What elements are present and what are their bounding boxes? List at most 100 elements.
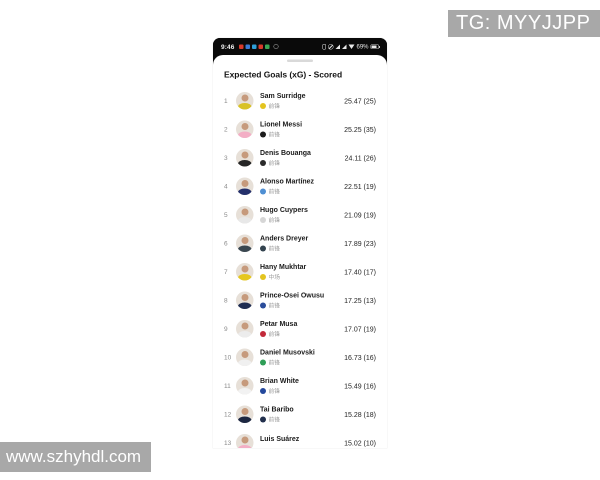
team-badge-icon	[260, 330, 266, 337]
player-name: Sam Surridge	[260, 91, 306, 100]
player-position: 中场	[268, 274, 281, 281]
player-row[interactable]: 9 Petar Musa 前锋 17.07 (19)	[224, 315, 376, 344]
avatar-jersey	[237, 416, 252, 423]
player-row[interactable]: 4 Alonso Martínez 前锋 22.51 (19)	[224, 172, 376, 201]
player-position: 前锋	[268, 188, 281, 195]
player-info: Luis Suárez	[260, 435, 299, 448]
avatar-jersey	[237, 445, 252, 448]
player-position: 前锋	[268, 217, 281, 224]
sheet-title: Expected Goals (xG) - Scored	[224, 70, 343, 80]
player-subline: 前锋	[260, 387, 299, 395]
player-position: 前锋	[268, 359, 281, 366]
player-info: Denis Bouanga 前锋	[260, 149, 311, 167]
player-row[interactable]: 13 Luis Suárez 15.02 (10)	[224, 429, 376, 448]
player-name: Alonso Martínez	[260, 177, 315, 186]
app-icon	[264, 44, 270, 49]
alarm-icon	[273, 44, 279, 49]
xg-value: 25.47 (25)	[344, 96, 376, 105]
player-avatar	[236, 120, 254, 138]
player-info: Prince-Osei Owusu 前锋	[260, 291, 324, 309]
player-row[interactable]: 12 Tai Baribo 前锋 15.28 (18)	[224, 400, 376, 429]
mute-icon	[327, 43, 334, 50]
xg-value: 16.73 (16)	[344, 353, 376, 362]
avatar-jersey	[237, 131, 252, 138]
player-name: Denis Bouanga	[260, 148, 311, 157]
battery-icon	[370, 44, 380, 49]
rank-number: 13	[224, 439, 232, 447]
app-icon	[245, 44, 250, 49]
avatar-head	[241, 236, 249, 244]
avatar-jersey	[237, 217, 252, 224]
rank-number: 3	[224, 154, 228, 162]
player-info: Lionel Messi 前锋	[260, 120, 302, 138]
wifi-icon	[348, 44, 355, 49]
team-badge-icon	[260, 387, 266, 394]
avatar-jersey	[237, 302, 252, 309]
status-bar: 9:46 69%	[213, 38, 387, 55]
player-row[interactable]: 2 Lionel Messi 前锋 25.25 (35)	[224, 115, 376, 144]
player-row[interactable]: 6 Anders Dreyer 前锋 17.89 (23)	[224, 229, 376, 258]
rank-number: 1	[224, 97, 228, 105]
player-name: Tai Baribo	[260, 405, 294, 414]
player-row[interactable]: 5 Hugo Cuypers 前锋 21.09 (19)	[224, 201, 376, 230]
avatar-head	[241, 179, 249, 187]
player-info: Petar Musa 前锋	[260, 320, 297, 338]
avatar-jersey	[237, 245, 252, 252]
xg-value: 24.11 (26)	[344, 153, 376, 162]
player-row[interactable]: 7 Hany Mukhtar 中场 17.40 (17)	[224, 258, 376, 287]
xg-value: 21.09 (19)	[344, 210, 376, 219]
player-avatar	[236, 92, 254, 110]
rank-number: 9	[224, 325, 228, 333]
app-icon	[251, 44, 257, 49]
player-subline: 前锋	[260, 301, 324, 309]
player-avatar	[236, 377, 254, 395]
player-name: Hany Mukhtar	[260, 262, 307, 271]
avatar-head	[241, 379, 249, 387]
team-badge-icon	[260, 416, 266, 423]
team-badge-icon	[260, 102, 266, 109]
player-avatar	[236, 177, 254, 195]
player-position: 前锋	[268, 416, 281, 423]
avatar-jersey	[237, 160, 252, 167]
avatar-head	[241, 350, 249, 358]
rank-number: 12	[224, 410, 232, 419]
rank-number: 2	[224, 125, 228, 134]
xg-value: 22.51 (19)	[344, 182, 376, 191]
player-subline	[260, 445, 299, 448]
player-avatar	[236, 263, 254, 281]
xg-value: 15.28 (18)	[344, 410, 376, 419]
player-row[interactable]: 1 Sam Surridge 前锋 25.47 (25)	[224, 87, 376, 116]
avatar-jersey	[237, 388, 252, 395]
avatar-head	[241, 407, 249, 415]
stats-bottom-sheet: Expected Goals (xG) - Scored 1 Sam Surri…	[213, 55, 387, 448]
notification-app-icons	[238, 44, 270, 49]
team-badge-icon	[260, 245, 266, 252]
xg-value: 25.25 (35)	[344, 125, 376, 134]
team-badge-icon	[260, 188, 266, 195]
sheet-drag-handle[interactable]	[287, 59, 313, 62]
avatar-jersey	[237, 188, 252, 195]
avatar-head	[241, 265, 249, 273]
player-row[interactable]: 3 Denis Bouanga 前锋 24.11 (26)	[224, 144, 376, 173]
avatar-head	[241, 208, 249, 216]
avatar-head	[241, 151, 249, 159]
player-row[interactable]: 11 Brian White 前锋 15.49 (16)	[224, 372, 376, 401]
rank-number: 10	[224, 353, 232, 362]
rank-number: 7	[224, 268, 228, 276]
player-position: 前锋	[268, 388, 281, 395]
player-subline: 前锋	[260, 159, 311, 167]
player-name: Daniel Musovski	[260, 348, 315, 357]
player-row[interactable]: 10 Daniel Musovski 前锋 16.73 (16)	[224, 343, 376, 372]
player-row[interactable]: 8 Prince-Osei Owusu 前锋 17.25 (13)	[224, 286, 376, 315]
player-info: Sam Surridge 前锋	[260, 92, 306, 110]
team-badge-icon	[260, 159, 266, 166]
player-avatar	[236, 434, 254, 448]
player-position: 前锋	[268, 302, 281, 309]
player-subline: 中场	[260, 273, 306, 281]
rank-number: 6	[224, 239, 228, 248]
player-subline: 前锋	[260, 130, 302, 138]
player-info: Anders Dreyer 前锋	[260, 234, 308, 252]
player-subline: 前锋	[260, 216, 308, 224]
avatar-jersey	[237, 274, 252, 281]
